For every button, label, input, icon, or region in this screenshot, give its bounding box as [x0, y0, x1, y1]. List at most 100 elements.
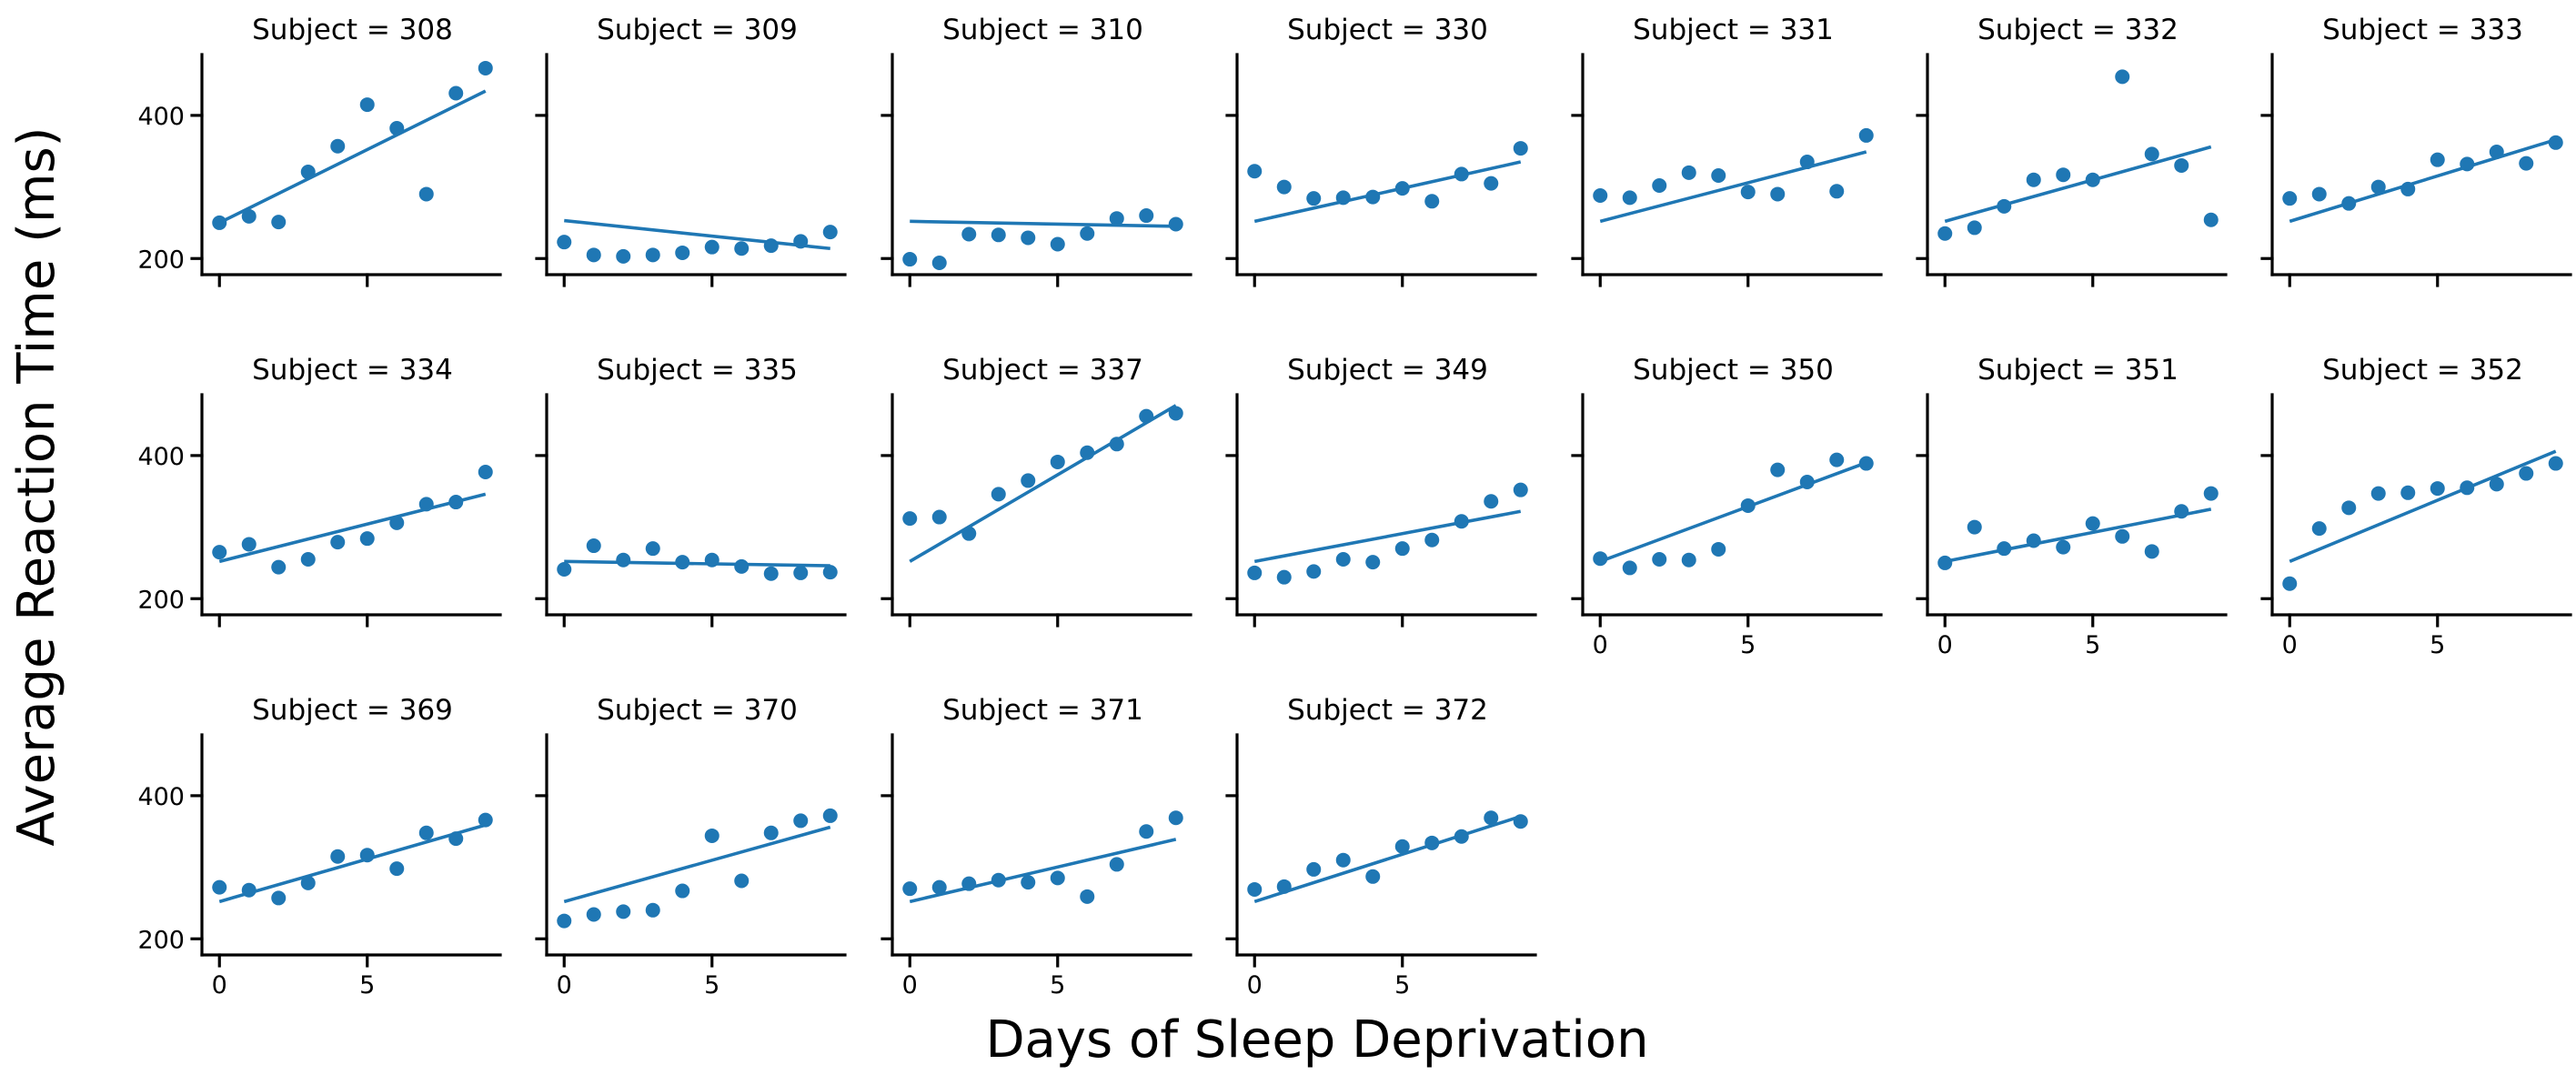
- data-point: [793, 234, 808, 248]
- data-point: [448, 495, 463, 509]
- data-point: [1365, 555, 1380, 569]
- x-tick-label: 0: [1937, 631, 1953, 659]
- data-point: [823, 225, 838, 239]
- facet-panels: Subject = 308 200 400 Subject = 309 Subject …: [137, 14, 2571, 1000]
- panel-title: Subject = 352: [2322, 354, 2523, 387]
- data-point: [1395, 839, 1410, 854]
- panel-subject-332: Subject = 332: [1917, 14, 2226, 286]
- panel-title: Subject = 335: [597, 354, 798, 387]
- panel-title: Subject = 337: [942, 354, 1143, 387]
- data-point: [2312, 521, 2327, 536]
- data-point: [1080, 446, 1094, 460]
- data-point: [1395, 541, 1410, 556]
- data-point: [2400, 486, 2415, 500]
- data-point: [242, 537, 257, 551]
- data-point: [991, 227, 1006, 242]
- panel-title: Subject = 351: [1977, 354, 2179, 387]
- data-point: [1454, 166, 1469, 181]
- data-point: [734, 241, 749, 256]
- data-point: [478, 813, 493, 828]
- data-point: [1652, 178, 1666, 193]
- data-point: [705, 240, 719, 255]
- panel-subject-308: Subject = 308 200 400: [137, 14, 500, 286]
- data-point: [1247, 164, 1262, 178]
- data-point: [2282, 577, 2297, 591]
- data-point: [2145, 544, 2159, 558]
- data-point: [902, 252, 917, 266]
- data-point: [1741, 498, 1756, 513]
- data-point: [1139, 409, 1153, 424]
- panel-title: Subject = 330: [1287, 14, 1488, 46]
- data-point: [675, 884, 689, 899]
- data-point: [1937, 226, 1952, 241]
- panel-subject-349: Subject = 349: [1227, 354, 1535, 626]
- panel-title: Subject = 349: [1287, 354, 1488, 387]
- panel-title: Subject = 334: [252, 354, 453, 387]
- data-point: [2174, 504, 2189, 518]
- panel-title: Subject = 372: [1287, 694, 1488, 727]
- data-point: [1424, 836, 1439, 850]
- data-point: [616, 553, 630, 568]
- regression-line: [1254, 162, 1521, 221]
- data-point: [360, 97, 375, 112]
- data-point: [2460, 480, 2474, 495]
- panel-subject-310: Subject = 310: [882, 14, 1191, 286]
- data-point: [1365, 869, 1380, 884]
- data-point: [1682, 166, 1696, 180]
- data-point: [1711, 168, 1726, 183]
- panel-subject-371: Subject = 371 0 5: [882, 694, 1191, 1000]
- panel-subject-369: Subject = 369 200 400 0 5: [137, 694, 500, 1000]
- data-point: [1336, 853, 1351, 868]
- data-point: [646, 541, 660, 556]
- y-axis-label: Average Reaction Time (ms): [7, 126, 66, 846]
- x-tick-label: 5: [2085, 631, 2100, 659]
- y-tick-label: 400: [137, 783, 185, 811]
- data-point: [2204, 487, 2219, 501]
- data-point: [557, 235, 571, 249]
- data-point: [330, 849, 345, 864]
- panel-title: Subject = 370: [597, 694, 798, 727]
- data-point: [1514, 814, 1528, 829]
- data-point: [271, 215, 286, 229]
- data-point: [1336, 190, 1351, 205]
- panel-title: Subject = 332: [1977, 14, 2179, 46]
- data-point: [419, 186, 434, 201]
- x-tick-label: 0: [557, 971, 572, 1000]
- x-tick-label: 5: [359, 971, 375, 1000]
- data-point: [330, 139, 345, 154]
- panel-title: Subject = 309: [597, 14, 798, 46]
- data-point: [932, 256, 947, 270]
- data-point: [764, 567, 779, 581]
- data-point: [1623, 560, 1637, 575]
- data-point: [2341, 196, 2356, 211]
- data-point: [932, 510, 947, 525]
- data-point: [705, 829, 719, 843]
- x-axis-label: Days of Sleep Deprivation: [985, 1010, 1648, 1070]
- data-point: [360, 848, 375, 862]
- x-tick-label: 0: [902, 971, 918, 1000]
- panel-title: Subject = 371: [942, 694, 1143, 727]
- data-point: [1395, 181, 1410, 196]
- regression-line: [564, 828, 830, 902]
- data-point: [2490, 477, 2504, 491]
- data-point: [675, 555, 689, 569]
- data-point: [1997, 199, 2011, 214]
- facet-scatter-figure: Subject = 308200400 Subject = 309 Subject …: [0, 0, 2576, 1085]
- data-point: [1967, 520, 1982, 535]
- regression-line: [1254, 817, 1521, 902]
- data-point: [2490, 145, 2504, 159]
- data-point: [1169, 406, 1183, 420]
- data-point: [2282, 191, 2297, 206]
- regression-line: [1945, 509, 2211, 561]
- data-point: [991, 487, 1006, 501]
- data-point: [448, 85, 463, 100]
- data-point: [2174, 158, 2189, 173]
- data-point: [1021, 473, 1035, 487]
- x-tick-label: 5: [2430, 631, 2445, 659]
- data-point: [961, 877, 976, 891]
- data-point: [1454, 514, 1469, 528]
- data-point: [271, 890, 286, 905]
- data-point: [1800, 155, 1815, 169]
- data-point: [1967, 220, 1982, 235]
- data-point: [1110, 857, 1124, 871]
